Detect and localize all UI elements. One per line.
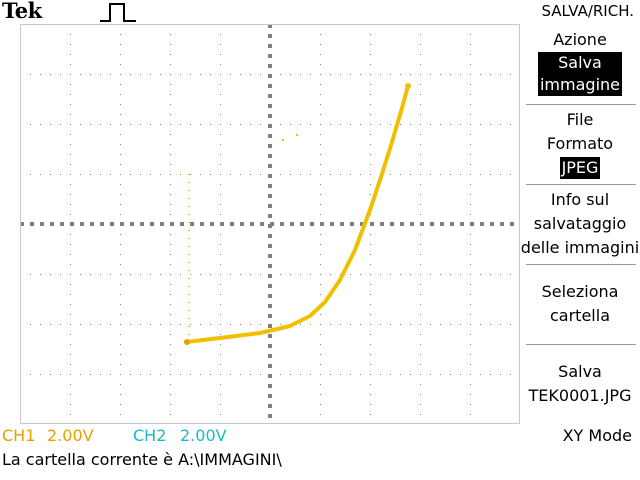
- format-label-line1: File: [566, 110, 594, 129]
- ch2-label: CH2: [133, 426, 167, 445]
- trace-stray-dot-2: [296, 134, 298, 136]
- info-line2: salvataggio: [533, 214, 627, 233]
- current-folder-message: La cartella corrente è A:\IMMAGINI\: [2, 450, 282, 469]
- info-line1: Info sul: [550, 190, 610, 209]
- select-line2: cartella: [550, 306, 610, 325]
- top-bar: Tek SALVA/RICH.: [0, 0, 640, 24]
- oscilloscope-display: [20, 24, 520, 424]
- action-value-highlight: Salva immagine: [537, 52, 622, 96]
- save-info-button[interactable]: Info sul salvataggio delle immagini: [520, 188, 640, 260]
- ch1-scale: 2.00V: [47, 426, 94, 445]
- file-format-button[interactable]: File Formato JPEG: [520, 108, 640, 180]
- select-line1: Seleziona: [541, 282, 619, 301]
- menu-divider: [526, 184, 636, 185]
- format-label-line2: Formato: [546, 134, 614, 153]
- graticule: [20, 24, 520, 424]
- ch2-scale: 2.00V: [180, 426, 227, 445]
- brand-logo: Tek: [2, 0, 42, 23]
- trace-curve: [184, 84, 410, 344]
- menu-divider: [526, 104, 636, 105]
- action-value-line1: Salva: [558, 53, 602, 72]
- menu-divider: [526, 264, 636, 265]
- save-line1: Salva: [558, 362, 602, 381]
- action-value-line2: immagine: [539, 75, 620, 94]
- action-option-button[interactable]: Azione Salva immagine: [520, 28, 640, 97]
- save-line2: TEK0001.JPG: [528, 386, 632, 405]
- menu-title: SALVA/RICH.: [541, 2, 635, 20]
- info-line3: delle immagini: [520, 238, 640, 257]
- action-label: Azione: [553, 30, 607, 49]
- side-menu: Azione Salva immagine File Formato JPEG …: [520, 24, 640, 424]
- save-file-button[interactable]: Salva TEK0001.JPG: [520, 360, 640, 408]
- display-mode: XY Mode: [562, 426, 632, 445]
- trigger-pulse-icon: [100, 3, 136, 22]
- trace-start-dot: [184, 339, 190, 345]
- trace-stray-dot-1: [282, 139, 284, 141]
- select-folder-button[interactable]: Seleziona cartella: [520, 280, 640, 328]
- status-bar: CH1 2.00V CH2 2.00V XY Mode: [0, 426, 640, 448]
- menu-divider: [526, 344, 636, 345]
- ch1-label: CH1: [2, 426, 36, 445]
- xy-trace: [184, 83, 411, 345]
- format-value-highlight: JPEG: [559, 157, 601, 179]
- trace-end-dot: [405, 83, 411, 89]
